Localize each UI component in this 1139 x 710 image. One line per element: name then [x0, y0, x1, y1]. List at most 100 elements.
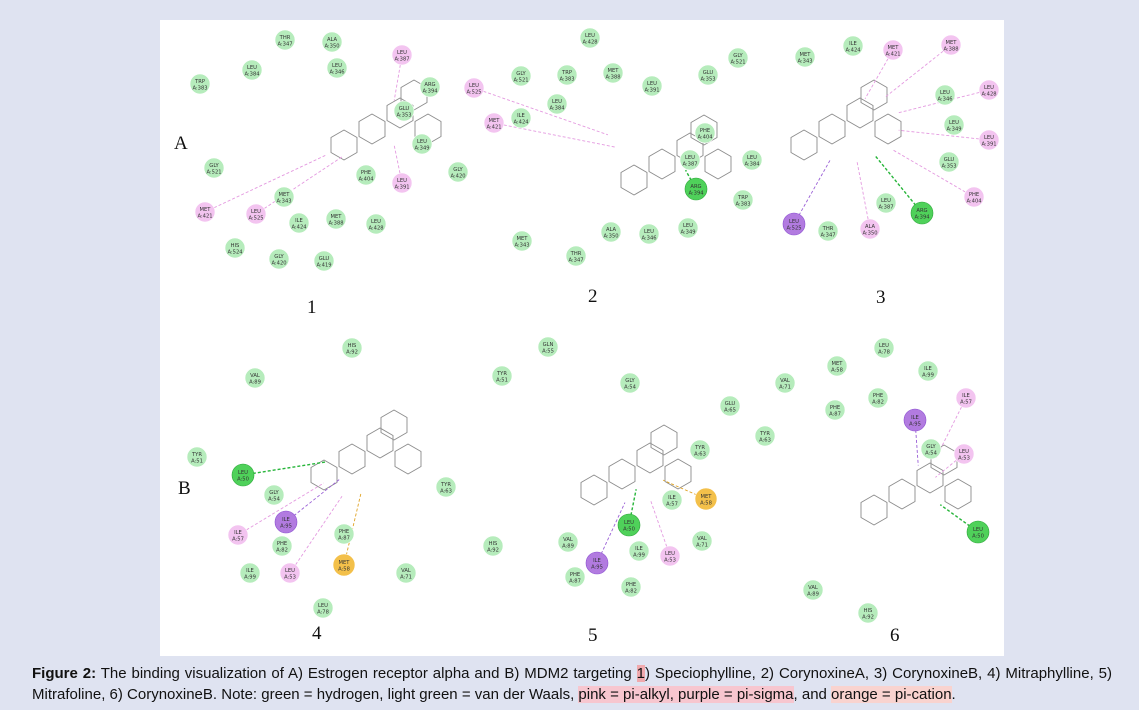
ligand-ring: [386, 97, 414, 129]
residue-id: A:424: [845, 48, 861, 54]
residue-circle: [565, 245, 587, 267]
residue-name: MET: [800, 52, 812, 58]
residue-circle: [782, 212, 806, 236]
residue-name: VAL: [563, 537, 573, 543]
caption-part-2: ) Speciophylline, 2) CorynoxineA, 3) Cor…: [32, 665, 1112, 703]
residue-name: MET: [331, 214, 343, 220]
ligand-structure-5: [580, 424, 692, 506]
residue-name: MET: [489, 118, 501, 124]
residue-id: A:387: [394, 57, 409, 63]
residue-name: LEU: [371, 219, 381, 225]
residue-circle: [661, 489, 683, 511]
residue-circle: [817, 220, 839, 242]
residue-name: ILE: [924, 366, 932, 372]
residue-layer: THRA:347ALAA:350LEUA:387TRPA:383LEUA:384…: [186, 27, 1000, 624]
residue-circle: [273, 186, 295, 208]
residue-circle: [483, 112, 505, 134]
residue-name: TYR: [191, 452, 202, 458]
residue-circle: [419, 76, 441, 98]
residue-id: A:51: [191, 459, 203, 465]
residue-id: A:53: [664, 558, 676, 564]
residue-id: A:82: [872, 400, 884, 406]
residue-circle: [963, 186, 985, 208]
residue-circle: [268, 248, 290, 270]
residue-name: MET: [279, 192, 291, 198]
ligand-ring: [874, 113, 902, 145]
residue-circle: [875, 192, 897, 214]
residue-name: LEU: [397, 50, 407, 56]
residue-name: LEU: [973, 527, 983, 533]
residue-id: A:99: [244, 575, 256, 581]
panel-number-5: 5: [588, 625, 598, 646]
residue-circle: [934, 84, 956, 106]
residue-name: PHE: [873, 393, 883, 399]
residue-id: A:384: [744, 162, 760, 168]
residue-id: A:387: [682, 162, 697, 168]
residue-circle: [186, 446, 208, 468]
residue-name: ALA: [327, 37, 338, 43]
residue-id: A:350: [324, 44, 339, 50]
residue-circle: [727, 47, 749, 69]
interaction-line-pi-alkyl: [204, 155, 326, 213]
residue-id: A:421: [486, 125, 501, 131]
residue-id: A:394: [914, 215, 930, 221]
residue-id: A:347: [568, 258, 583, 264]
panel-number-4: 4: [312, 623, 322, 644]
panel-number-3: 3: [876, 287, 886, 308]
residue-circle: [274, 510, 298, 534]
ligand-ring: [608, 458, 636, 490]
residue-id: A:391: [644, 88, 659, 94]
residue-name: GLU: [725, 401, 736, 407]
residue-id: A:57: [666, 502, 678, 508]
residue-circle: [978, 129, 1000, 151]
ligand-ring: [358, 113, 386, 145]
residue-id: A:350: [603, 234, 618, 240]
residue-name: VAL: [697, 536, 707, 542]
interaction-diagrams: THRA:347ALAA:350LEUA:387TRPA:383LEUA:384…: [186, 27, 1000, 624]
residue-circle: [620, 576, 642, 598]
interaction-line-pi-sigma: [285, 478, 341, 523]
residue-circle: [953, 443, 975, 465]
residue-id: A:383: [735, 202, 750, 208]
residue-circle: [546, 93, 568, 115]
residue-name: PHE: [277, 541, 287, 547]
residue-circle: [943, 114, 965, 136]
residue-id: A:51: [496, 378, 508, 384]
residue-circle: [978, 79, 1000, 101]
residue-circle: [510, 65, 532, 87]
residue-name: GLY: [453, 167, 463, 173]
residue-name: HIS: [864, 608, 873, 614]
residue-name: GLY: [733, 53, 743, 59]
residue-id: A:71: [779, 385, 791, 391]
ligand-ring: [860, 494, 888, 526]
residue-name: GLY: [274, 254, 284, 260]
residue-name: ALA: [865, 224, 876, 230]
residue-id: A:521: [513, 78, 528, 84]
residue-name: MET: [888, 45, 900, 51]
ligand-ring: [846, 97, 874, 129]
residue-id: A:343: [514, 243, 529, 249]
residue-id: A:65: [724, 408, 736, 414]
residue-circle: [312, 597, 334, 619]
